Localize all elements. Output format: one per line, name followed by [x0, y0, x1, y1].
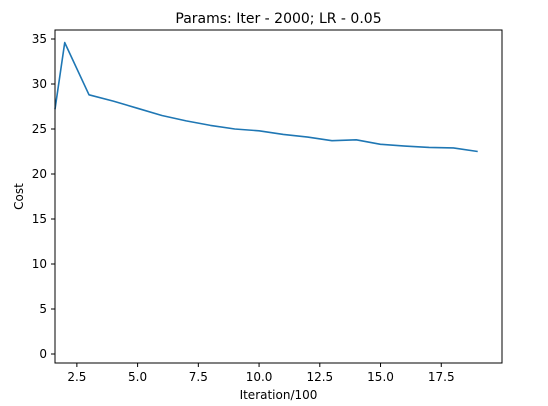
chart-title: Params: Iter - 2000; LR - 0.05: [175, 11, 381, 27]
y-tick-label: 25: [32, 122, 47, 136]
y-tick-label: 20: [32, 167, 47, 181]
y-tick-label: 15: [32, 212, 47, 226]
x-tick-label: 10.0: [246, 370, 273, 384]
y-axis-label: Cost: [12, 183, 26, 210]
x-tick-label: 15.0: [367, 370, 394, 384]
y-tick-label: 35: [32, 32, 47, 46]
y-tick-label: 5: [39, 302, 47, 316]
x-tick-label: 17.5: [428, 370, 455, 384]
x-axis-ticks: 2.5 5.0 7.5 10.0 12.5 15.0 17.5: [67, 363, 455, 384]
x-tick-label: 2.5: [67, 370, 86, 384]
x-tick-label: 7.5: [189, 370, 208, 384]
y-axis-ticks: 0 5 10 15 20 25 30 35: [32, 32, 55, 361]
x-tick-label: 5.0: [128, 370, 147, 384]
y-tick-label: 0: [39, 347, 47, 361]
series-line: [54, 41, 478, 153]
y-tick-label: 10: [32, 257, 47, 271]
x-axis-label: Iteration/100: [240, 388, 318, 402]
x-tick-label: 12.5: [306, 370, 333, 384]
y-tick-label: 30: [32, 77, 47, 91]
plot-area: [54, 41, 478, 153]
plot-frame: [54, 29, 503, 364]
